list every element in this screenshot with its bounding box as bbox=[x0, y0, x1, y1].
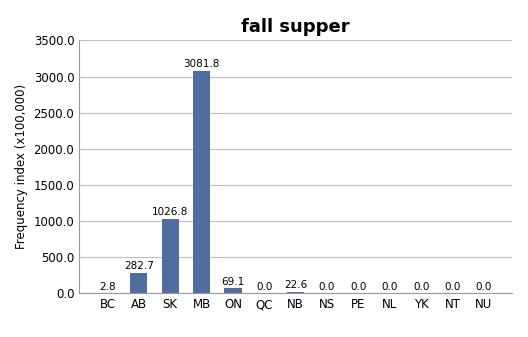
Text: 0.0: 0.0 bbox=[256, 282, 272, 292]
Text: 0.0: 0.0 bbox=[350, 282, 366, 292]
Text: 282.7: 282.7 bbox=[124, 261, 154, 271]
Text: 0.0: 0.0 bbox=[319, 282, 335, 292]
Text: 3081.8: 3081.8 bbox=[183, 59, 220, 69]
Text: 2.8: 2.8 bbox=[99, 282, 116, 292]
Y-axis label: Frequency index (x100,000): Frequency index (x100,000) bbox=[15, 84, 28, 249]
Text: 22.6: 22.6 bbox=[284, 280, 307, 290]
Bar bbox=[130, 273, 147, 293]
Bar bbox=[162, 219, 179, 293]
Text: 0.0: 0.0 bbox=[413, 282, 429, 292]
Text: 0.0: 0.0 bbox=[476, 282, 492, 292]
Text: 1026.8: 1026.8 bbox=[152, 207, 188, 217]
Text: 69.1: 69.1 bbox=[221, 277, 244, 287]
Text: 0.0: 0.0 bbox=[444, 282, 461, 292]
Bar bbox=[193, 71, 210, 293]
Bar bbox=[224, 288, 242, 293]
Text: 0.0: 0.0 bbox=[382, 282, 398, 292]
Title: fall supper: fall supper bbox=[241, 18, 350, 36]
Bar bbox=[287, 292, 304, 293]
